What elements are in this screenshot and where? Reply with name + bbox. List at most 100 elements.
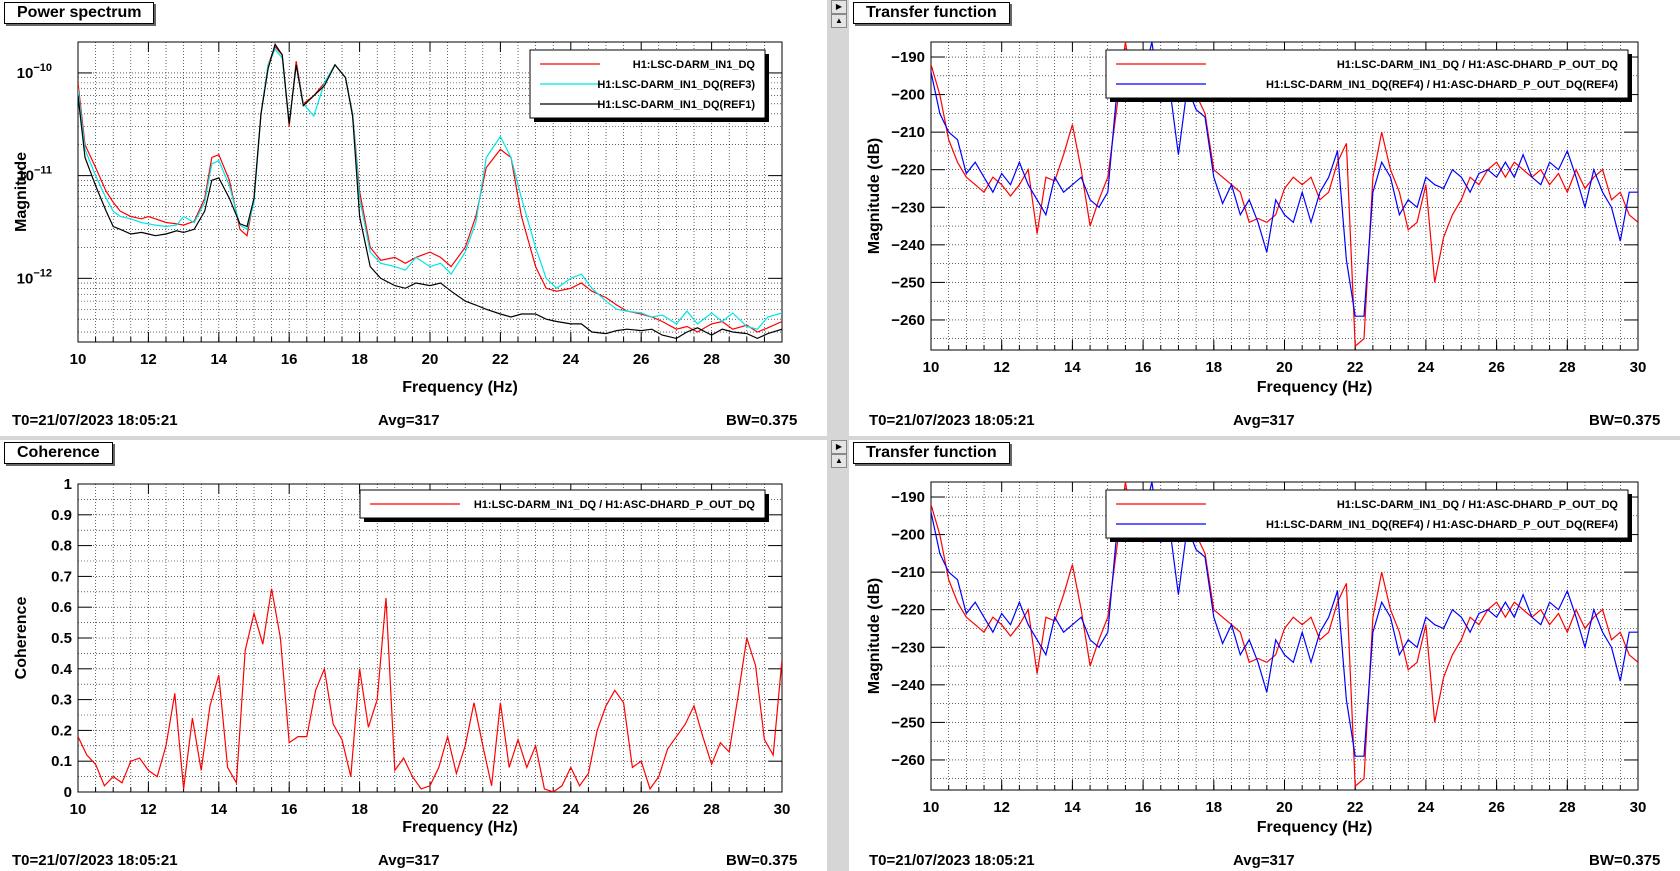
legend-entry: H1:LSC-DARM_IN1_DQ(REF3) (597, 79, 755, 91)
y-tick-label: −240 (891, 237, 925, 254)
y-tick-label: −260 (891, 752, 925, 769)
y-tick-label: 10−10 (17, 62, 52, 82)
x-tick-label: 20 (1276, 359, 1293, 376)
x-tick-label: 16 (281, 801, 298, 818)
legend-entry: H1:LSC-DARM_IN1_DQ(REF4) / H1:ASC-DHARD_… (1266, 519, 1618, 531)
y-axis-label: Coherence (13, 597, 30, 680)
x-tick-label: 30 (774, 801, 791, 818)
legend-entry: H1:LSC-DARM_IN1_DQ / H1:ASC-DHARD_P_OUT_… (1337, 499, 1619, 511)
series-line-2 (78, 42, 782, 340)
footer-t0: T0=21/07/2023 18:05:21 (12, 852, 178, 869)
legend-entry: H1:LSC-DARM_IN1_DQ / H1:ASC-DHARD_P_OUT_… (1337, 59, 1619, 71)
x-tick-label: 28 (1559, 359, 1576, 376)
y-tick-label: −260 (891, 312, 925, 329)
y-tick-label: −230 (891, 199, 925, 216)
y-tick-label: 0.6 (51, 599, 72, 616)
transfer-function-panel-top: Transfer function 10 12 14 16 18 20 22 24 26 28 30… (849, 0, 1680, 436)
footer-t0: T0=21/07/2023 18:05:21 (12, 412, 178, 429)
vertical-splitter[interactable]: ▶ ▲ ▶ ▲ (827, 0, 849, 871)
x-tick-label: 30 (1630, 359, 1647, 376)
x-tick-label: 18 (1205, 359, 1222, 376)
x-tick-label: 28 (703, 801, 720, 818)
x-tick-label: 14 (1064, 359, 1081, 376)
legend-entry: H1:LSC-DARM_IN1_DQ / H1:ASC-DHARD_P_OUT_… (474, 499, 756, 511)
y-tick-label: 0.9 (51, 507, 72, 524)
y-axis-label: Magnitude (13, 152, 30, 232)
x-axis-label: Frequency (Hz) (402, 379, 518, 396)
y-tick-label: −200 (891, 527, 925, 544)
x-tick-label: 12 (140, 801, 157, 818)
footer-t0: T0=21/07/2023 18:05:21 (869, 412, 1035, 429)
x-tick-label: 18 (1205, 799, 1222, 816)
series-group (78, 42, 782, 340)
horizontal-splitter[interactable] (0, 436, 1680, 440)
x-axis-label: Frequency (Hz) (1257, 819, 1373, 836)
legend-box (1105, 49, 1629, 99)
series-line-1 (931, 42, 1638, 317)
scroll-up-button[interactable]: ▲ (831, 14, 847, 28)
scroll-up-button-lower[interactable]: ▲ (831, 454, 847, 468)
scroll-right-button[interactable]: ▶ (831, 0, 847, 14)
y-axis-label: Magnitude (dB) (866, 578, 883, 694)
legend-entry: H1:LSC-DARM_IN1_DQ(REF1) (597, 99, 755, 111)
footer-avg: Avg=317 (1233, 852, 1295, 869)
x-tick-label: 20 (1276, 799, 1293, 816)
y-tick-label: 1 (64, 476, 72, 493)
x-tick-label: 20 (422, 801, 439, 818)
footer-t0: T0=21/07/2023 18:05:21 (869, 852, 1035, 869)
x-tick-label: 24 (562, 801, 579, 818)
power-spectrum-panel: Power spectrum 10 12 14 16 18 20 22 24 26 28 30 10−… (0, 0, 827, 436)
y-tick-label: 0 (64, 784, 72, 801)
series-line-1 (78, 48, 782, 330)
x-axis-label: Frequency (Hz) (1257, 379, 1373, 396)
x-tick-label: 18 (351, 801, 368, 818)
x-tick-label: 12 (140, 351, 157, 368)
series-line-0 (931, 482, 1638, 788)
y-tick-label: 10−11 (17, 165, 52, 185)
y-tick-label: 10−12 (17, 267, 52, 287)
coherence-panel: Coherence 10 12 14 16 18 20 22 24 26 28 30 0 0.1 0.2 0… (0, 440, 827, 871)
footer-bw: BW=0.375 (1589, 412, 1661, 429)
x-tick-label: 14 (1064, 799, 1081, 816)
x-tick-label: 30 (774, 351, 791, 368)
y-tick-label: −190 (891, 489, 925, 506)
series-line-0 (931, 42, 1638, 348)
x-tick-label: 18 (351, 351, 368, 368)
x-tick-label: 14 (210, 801, 227, 818)
panel-title[interactable]: Power spectrum (4, 2, 155, 24)
y-tick-label: 0.7 (51, 568, 72, 585)
x-tick-label: 24 (562, 351, 579, 368)
x-tick-label: 28 (703, 351, 720, 368)
y-tick-label: −220 (891, 162, 925, 179)
x-tick-label: 22 (492, 801, 509, 818)
y-tick-label: −210 (891, 124, 925, 141)
y-tick-label: 0.3 (51, 692, 72, 709)
footer-bw: BW=0.375 (1589, 852, 1661, 869)
x-tick-label: 24 (1418, 359, 1435, 376)
y-tick-label: −200 (891, 87, 925, 104)
x-tick-label: 22 (492, 351, 509, 368)
x-tick-label: 26 (633, 351, 650, 368)
y-tick-label: 0.8 (51, 538, 72, 555)
legend-box (1105, 489, 1629, 539)
panel-title[interactable]: Transfer function (853, 2, 1010, 24)
x-tick-label: 28 (1559, 799, 1576, 816)
x-tick-label: 10 (70, 351, 87, 368)
x-tick-label: 12 (993, 799, 1010, 816)
series-group (931, 42, 1638, 348)
y-tick-label: −190 (891, 49, 925, 66)
y-tick-label: −230 (891, 639, 925, 656)
y-tick-label: −210 (891, 564, 925, 581)
series-line-1 (931, 482, 1638, 757)
y-axis-label: Magnitude (dB) (866, 138, 883, 254)
series-line-0 (78, 588, 782, 792)
y-tick-label: 0.2 (51, 722, 72, 739)
grid (77, 483, 783, 793)
x-tick-label: 26 (1488, 359, 1505, 376)
x-tick-label: 16 (1135, 359, 1152, 376)
scroll-right-button-lower[interactable]: ▶ (831, 440, 847, 454)
x-tick-label: 10 (70, 801, 87, 818)
panel-title[interactable]: Coherence (4, 442, 113, 464)
panel-title[interactable]: Transfer function (853, 442, 1010, 464)
footer-bw: BW=0.375 (726, 412, 798, 429)
